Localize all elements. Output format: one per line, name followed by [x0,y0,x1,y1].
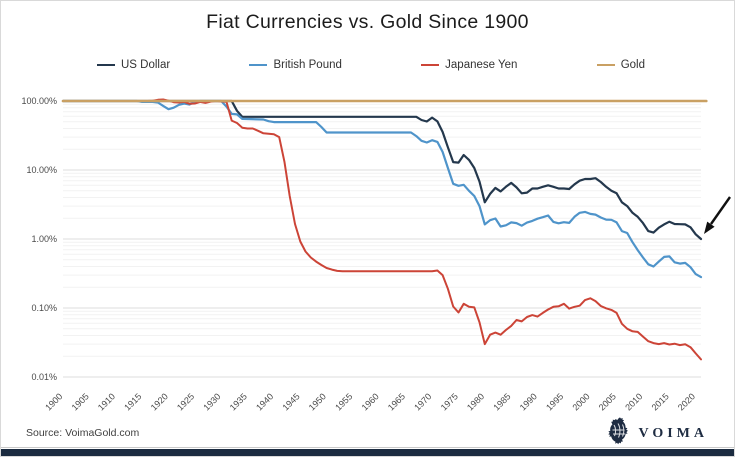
brand-wordmark: VOIMA [638,425,708,441]
x-tick-label: 1940 [254,391,275,412]
x-tick-label: 1955 [333,391,354,412]
x-tick-label: 1985 [491,391,512,412]
series-line-japanese-yen [62,98,702,361]
legend-item-gold: Gold [596,59,645,71]
x-tick-label: 1980 [465,391,486,412]
x-tick-label: 1910 [96,391,117,412]
series-line-us-dollar [61,99,703,241]
legend-swatch-japanese-yen [421,64,440,66]
legend-label-british-pound: British Pound [273,59,342,71]
legend-label-gold: Gold [620,59,645,71]
x-tick-label: 1975 [439,391,460,412]
x-tick-label: 1905 [70,391,91,412]
x-tick-label: 2020 [676,391,697,412]
footer-divider [1,447,734,448]
arrow-annotation [704,196,731,234]
x-tick-label: 1990 [518,391,539,412]
voima-lion-icon [607,417,631,450]
x-tick-label: 2015 [650,391,671,412]
x-tick-label: 1920 [149,391,170,412]
x-tick-label: 1925 [175,391,196,412]
y-tick-label: 0.01% [31,372,57,382]
x-tick-label: 1935 [228,391,249,412]
x-tick-label: 1945 [280,391,301,412]
y-tick-label: 10.00% [26,165,57,175]
legend-swatch-british-pound [249,64,268,66]
y-tick-label: 0.10% [31,303,57,313]
chart-title: Fiat Currencies vs. Gold Since 1900 [206,11,529,33]
x-tick-label: 1915 [122,391,143,412]
legend-item-japanese-yen: Japanese Yen [421,59,517,71]
chart-legend: US Dollar British Pound Japanese Yen Gold [97,59,645,71]
x-tick-label: 1965 [386,391,407,412]
x-tick-label: 1995 [544,391,565,412]
x-tick-label: 1930 [201,391,222,412]
x-tick-label: 2005 [597,391,618,412]
legend-label-us-dollar: US Dollar [121,59,171,71]
y-tick-label: 100.00% [21,96,57,106]
legend-item-us-dollar: US Dollar [97,59,170,71]
footer-bar [1,449,734,456]
y-tick-label: 1.00% [31,234,57,244]
x-tick-label: 1950 [307,391,328,412]
x-tick-label: 2000 [570,391,591,412]
x-tick-label: 1960 [360,391,381,412]
brand-logo: VOIMA [607,417,709,450]
legend-label-japanese-yen: Japanese Yen [445,59,518,71]
x-tick-label: 1970 [412,391,433,412]
x-tick-label: 1900 [43,391,64,412]
x-tick-label: 2010 [623,391,644,412]
source-note: Source: VoimaGold.com [26,427,140,439]
legend-item-british-pound: British Pound [249,59,342,71]
legend-swatch-us-dollar [97,64,115,66]
series-line-british-pound [61,99,703,279]
legend-swatch-gold [596,64,615,66]
